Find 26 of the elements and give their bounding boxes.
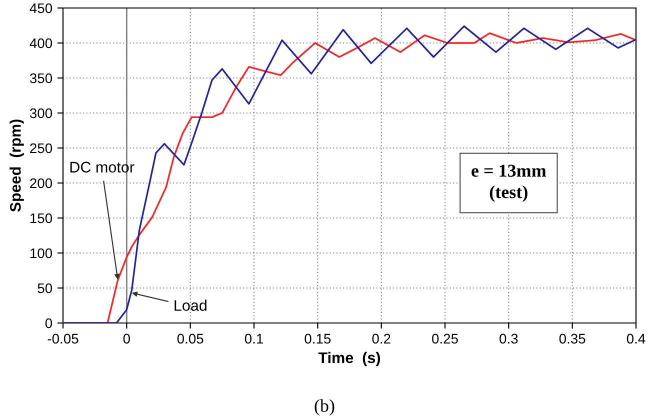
x-tick-label: 0.15 <box>304 334 331 344</box>
x-tick-label: 0.2 <box>372 334 390 344</box>
y-tick-label: 200 <box>30 178 52 188</box>
x-tick-label: 0.3 <box>500 334 518 344</box>
x-tick-label: 0.25 <box>432 334 458 344</box>
x-tick-label: 0 <box>123 334 130 344</box>
y-axis-title: Speed (rpm) <box>10 120 24 212</box>
y-tick-label: 350 <box>30 73 52 84</box>
y-tick-label: 400 <box>30 38 52 48</box>
text: (b) <box>314 399 334 416</box>
x-tick-label: -0.05 <box>48 334 78 344</box>
annotation: e = 13mm (test) <box>472 164 546 202</box>
y-tick-label: 300 <box>30 108 52 118</box>
y-tick-label: 100 <box>30 248 52 258</box>
x-tick-label: 0.1 <box>244 334 263 344</box>
y-tick-label: 50 <box>38 283 52 294</box>
y-tick-label: 450 <box>30 3 52 14</box>
annotation: DC motor <box>70 162 134 173</box>
x-tick-label: 0.05 <box>177 334 204 344</box>
x-tick-label: 0.4 <box>626 334 646 344</box>
x-axis-title: Time (s) <box>318 352 380 366</box>
y-tick-label: 0 <box>45 318 52 328</box>
y-tick-label: 250 <box>30 143 52 154</box>
annotation: Load <box>174 300 206 311</box>
x-tick-label: 0.35 <box>559 334 586 344</box>
y-tick-label: 150 <box>30 213 52 224</box>
